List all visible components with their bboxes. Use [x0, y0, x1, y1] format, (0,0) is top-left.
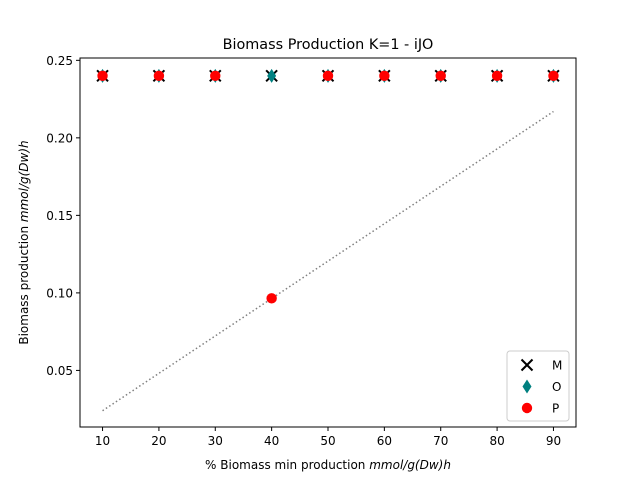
y-tick-label-0.05: 0.05	[46, 364, 73, 378]
point-P-40	[266, 293, 277, 304]
x-tick-label-10: 10	[95, 434, 110, 448]
x-tick-label-30: 30	[208, 434, 223, 448]
x-tick-label-60: 60	[377, 434, 392, 448]
x-tick-label-40: 40	[264, 434, 279, 448]
chart-title: Biomass Production K=1 - iJO	[223, 37, 434, 53]
point-P-60	[379, 70, 390, 82]
legend-label-P: P	[552, 402, 559, 416]
legend-marker-P	[521, 402, 533, 414]
y-axis-label-unit: mmol/g(Dw)h	[17, 140, 31, 222]
point-P-90	[548, 70, 559, 82]
point-P-20	[153, 70, 165, 82]
x-tick-label-20: 20	[151, 434, 166, 448]
y-tick-label-0.10: 0.10	[46, 286, 73, 300]
x-axis-label: % Biomass min production mmol/g(Dw)h	[205, 458, 451, 472]
y-tick-label-0.20: 0.20	[46, 131, 73, 145]
legend-marker-M	[520, 358, 534, 372]
y-axis: 0.05 0.10 0.15 0.20 0.25	[46, 54, 80, 378]
legend-label-O: O	[552, 380, 561, 394]
x-axis-label-prefix: % Biomass min production	[205, 458, 369, 472]
point-P-80	[491, 70, 503, 82]
plot-area	[80, 58, 576, 427]
point-P-10	[97, 70, 108, 82]
legend-entries: MOP	[520, 358, 562, 416]
point-P-50	[322, 70, 334, 82]
legend-marker-O	[522, 379, 532, 394]
point-O-40	[267, 68, 277, 83]
x-axis-label-unit: mmol/g(Dw)h	[369, 458, 451, 472]
point-P-70	[435, 70, 446, 82]
legend-marker-M-stroke-b	[520, 358, 534, 372]
point-P-30	[210, 70, 221, 82]
x-tick-label-90: 90	[546, 434, 561, 448]
x-axis: 10 20 30 40 50 60 70 80 90	[95, 427, 561, 448]
x-tick-label-70: 70	[433, 434, 448, 448]
data-marks-layer	[96, 68, 560, 304]
legend-label-M: M	[552, 359, 562, 373]
legend: MOP	[506, 350, 570, 422]
y-axis-label: Biomass production mmol/g(Dw)h	[17, 140, 31, 344]
y-tick-label-0.25: 0.25	[46, 54, 73, 68]
y-tick-label-0.15: 0.15	[46, 209, 73, 223]
y-axis-label-prefix: Biomass production	[17, 222, 31, 345]
series-P	[97, 70, 559, 304]
x-tick-label-50: 50	[320, 434, 335, 448]
x-tick-label-80: 80	[489, 434, 504, 448]
